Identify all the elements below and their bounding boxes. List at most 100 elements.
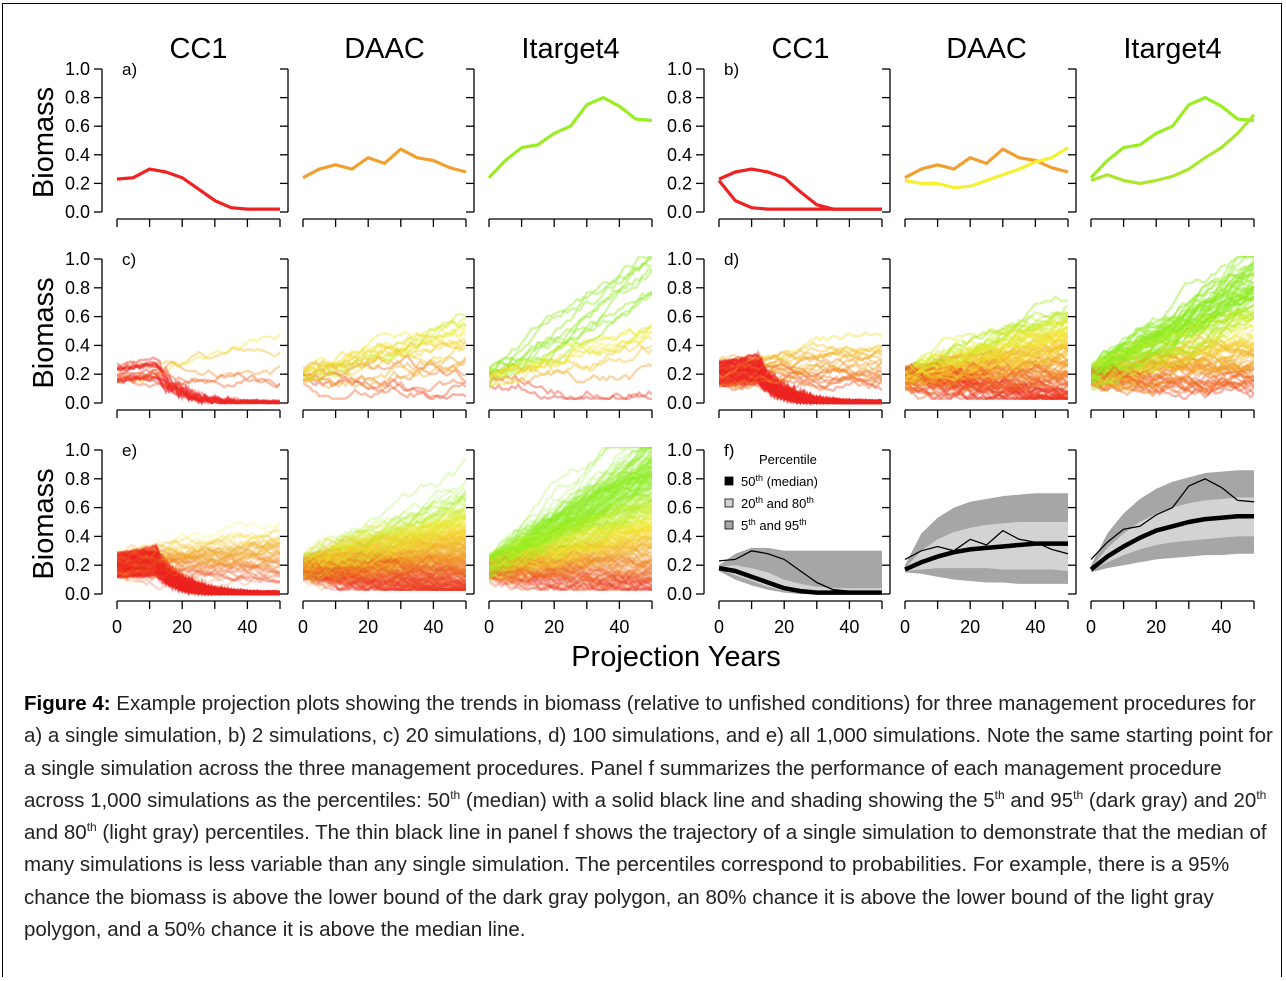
simulation-line [489,490,652,577]
simulation-line [117,361,280,405]
simulation-line [905,358,1068,384]
simulation-line [1091,272,1254,373]
simulation-line [905,369,1068,398]
simulation-line [489,455,652,563]
simulation-line [117,568,280,596]
simulation-line [489,469,652,566]
simulation-lines [1091,256,1254,400]
simulation-line [303,524,466,564]
simulation-line [303,536,466,569]
simulation-line [117,570,280,597]
simulation-line [303,563,466,588]
simulation-line [905,361,1068,382]
column-title: DAAC [946,33,1027,65]
simulation-line [905,314,1068,385]
simulation-line [117,529,280,555]
simulation-line [489,531,652,573]
simulation-line [1091,256,1254,370]
simulation-line [1091,302,1254,383]
simulation-line [303,533,466,577]
simulation-line [905,340,1068,384]
simulation-line [489,519,652,565]
simulation-line [117,563,280,591]
simulation-line [719,376,882,405]
simulation-line [117,360,280,380]
simulation-line [117,571,280,596]
panel-axes: 0.0 0.2 0.4 0.6 0.8 1.0 [667,249,883,418]
simulation-line [719,371,882,405]
panel-axes: 0.0 0.2 0.4 0.6 0.8 1.0 0 20 40 [65,440,281,637]
simulation-line [117,546,280,596]
simulation-line [117,555,280,596]
simulation-line [489,470,652,574]
simulation-line [905,371,1068,395]
simulation-line [117,544,280,596]
simulation-line [117,557,280,596]
simulation-lines [117,521,280,597]
simulation-line [117,548,280,571]
simulation-line [303,513,466,573]
panel-letter: d) [724,250,739,269]
simulation-line [117,550,280,596]
simulation-line [303,553,466,590]
simulation-line [303,559,466,585]
legend-sup: th [755,473,763,483]
column-title: Itarget4 [1123,33,1221,65]
simulation-line [489,470,652,567]
simulation-line [489,573,652,592]
panel-axes [1068,258,1255,418]
simulation-line [905,310,1068,372]
simulation-line [303,536,466,566]
simulation-line [117,541,280,570]
simulation-line [117,564,280,596]
simulation-line [489,325,652,380]
y-tick-label: 0.0 [667,202,692,222]
simulation-line [719,358,882,405]
simulation-line [489,468,652,575]
simulation-line [303,549,466,573]
simulation-line [489,501,652,568]
simulation-line [1091,309,1254,380]
simulation-line [1091,291,1254,373]
simulation-line [117,562,280,596]
simulation-line [303,503,466,564]
simulation-line [1091,366,1254,391]
simulation-line [489,492,652,565]
simulation-line [303,552,466,577]
simulation-line [1091,294,1254,387]
simulation-line [117,566,280,596]
simulation-line [117,564,280,584]
simulation-line [117,547,280,596]
simulation-line [303,508,466,569]
simulation-line [117,557,280,597]
simulation-line [117,571,280,596]
simulation-line [489,554,652,583]
simulation-line [905,348,1068,377]
simulation-line [303,553,466,581]
caption-n95: 95 [1050,788,1074,812]
simulation-line [303,378,466,401]
simulation-line [1091,350,1254,392]
simulation-line [303,530,466,578]
simulation-line [303,526,466,566]
simulation-line [489,561,652,585]
simulation-line [117,556,280,596]
simulation-line [303,513,466,574]
y-tick-label: 0.4 [65,335,90,355]
simulation-line [489,572,652,590]
simulation-line [489,447,652,570]
simulation-line [719,380,882,405]
simulation-line [719,377,882,405]
simulation-line [117,568,280,596]
simulation-line [1091,285,1254,384]
simulation-line [1091,256,1254,383]
simulation-line [719,369,882,390]
simulation-line [303,532,466,573]
simulation-line [117,540,280,559]
simulation-line [719,352,882,405]
simulation-line [117,566,280,596]
simulation-line [117,543,280,597]
simulation-line [303,563,466,592]
simulation-line [117,554,280,578]
simulation-line [117,356,280,406]
